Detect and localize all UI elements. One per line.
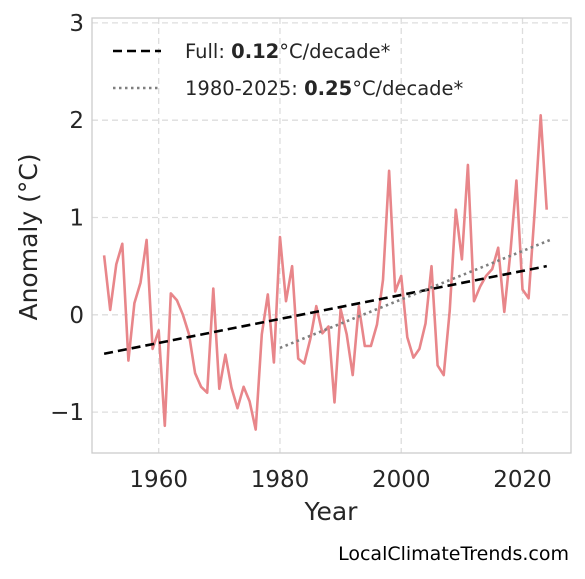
watermark: LocalClimateTrends.com	[338, 543, 569, 565]
x-axis-label: Year	[304, 497, 359, 526]
series-line-0	[102, 114, 548, 431]
y-tick-label: −1	[50, 400, 84, 426]
y-tick-label: 2	[69, 108, 84, 134]
y-tick-label: 1	[69, 205, 84, 231]
legend: Full: 0.12°C/decade* 1980-2025: 0.25°C/d…	[113, 40, 464, 100]
plot-frame	[91, 17, 572, 454]
x-tick-label: 1960	[129, 467, 188, 493]
legend-recent-suffix: °C/decade*	[352, 77, 463, 100]
x-tick-label: 2000	[372, 467, 431, 493]
y-tick-labels: −1 0 1 2 3	[50, 11, 84, 426]
legend-label-full: Full: 0.12°C/decade*	[185, 40, 391, 63]
legend-label-recent: 1980-2025: 0.25°C/decade*	[185, 77, 464, 100]
x-tick-label: 2020	[493, 467, 552, 493]
series-layer	[102, 114, 548, 431]
trend-line-0	[103, 264, 547, 356]
y-tick-label: 0	[69, 303, 84, 329]
legend-full-suffix: °C/decade*	[279, 40, 390, 63]
grid	[92, 18, 571, 453]
trend-layer	[103, 237, 554, 356]
legend-recent-value: 0.25	[304, 77, 352, 100]
x-tick-label: 1980	[251, 467, 310, 493]
x-tick-labels: 1960 1980 2000 2020	[129, 467, 551, 493]
y-axis-label: Anomaly (°C)	[14, 153, 43, 320]
legend-full-value: 0.12	[231, 40, 279, 63]
legend-recent-prefix: 1980-2025:	[185, 77, 304, 100]
trend-line-1	[279, 237, 554, 350]
y-tick-label: 3	[69, 11, 84, 37]
legend-full-prefix: Full:	[185, 40, 231, 63]
